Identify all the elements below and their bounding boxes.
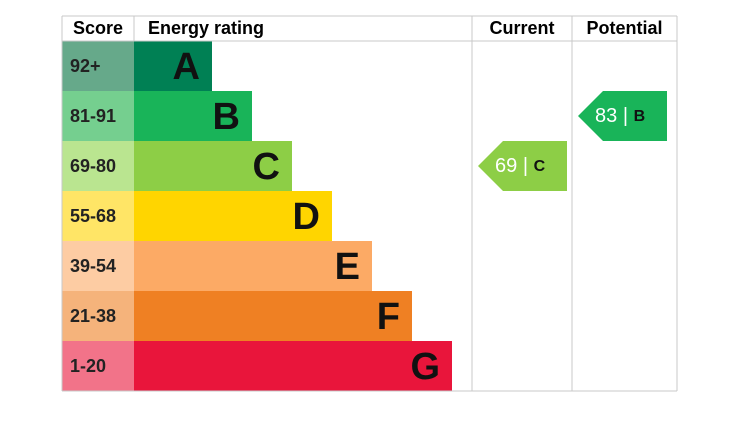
- rating-bar: [134, 41, 212, 91]
- rating-bar: [134, 341, 452, 391]
- header-current: Current: [489, 18, 554, 38]
- header-rating: Energy rating: [148, 18, 264, 38]
- score-cell: [62, 141, 134, 191]
- rating-letter: C: [253, 146, 280, 188]
- score-cell: [62, 241, 134, 291]
- rating-letter: F: [377, 296, 400, 338]
- score-label: 39-54: [70, 256, 116, 276]
- current-value: 69: [495, 155, 517, 177]
- rating-bar: [134, 291, 412, 341]
- separator: |: [523, 155, 528, 177]
- rating-letter: B: [213, 96, 240, 138]
- header-potential: Potential: [586, 18, 662, 38]
- score-label: 1-20: [70, 356, 106, 376]
- score-cell: [62, 341, 134, 391]
- rating-bar: [134, 91, 252, 141]
- score-cell: [62, 41, 134, 91]
- rating-letter: G: [410, 346, 440, 388]
- score-cell: [62, 191, 134, 241]
- potential-label: 83 | B: [595, 105, 645, 127]
- potential-arrow: [578, 91, 667, 141]
- rating-bar: [134, 191, 332, 241]
- score-label: 81-91: [70, 106, 116, 126]
- rating-bar: [134, 241, 372, 291]
- score-cell: [62, 91, 134, 141]
- score-label: 92+: [70, 56, 101, 76]
- separator: |: [623, 105, 628, 127]
- potential-value: 83: [595, 105, 617, 127]
- score-label: 69-80: [70, 156, 116, 176]
- rating-letter: D: [293, 196, 320, 238]
- score-cell: [62, 291, 134, 341]
- header-score: Score: [73, 18, 123, 38]
- current-label: 69 | C: [495, 155, 546, 177]
- score-label: 55-68: [70, 206, 116, 226]
- rating-letter: E: [335, 246, 360, 288]
- potential-letter: B: [634, 108, 646, 125]
- score-label: 21-38: [70, 306, 116, 326]
- current-arrow: [478, 141, 567, 191]
- rating-bar: [134, 141, 292, 191]
- rating-letter: A: [173, 46, 200, 88]
- current-letter: C: [534, 158, 546, 175]
